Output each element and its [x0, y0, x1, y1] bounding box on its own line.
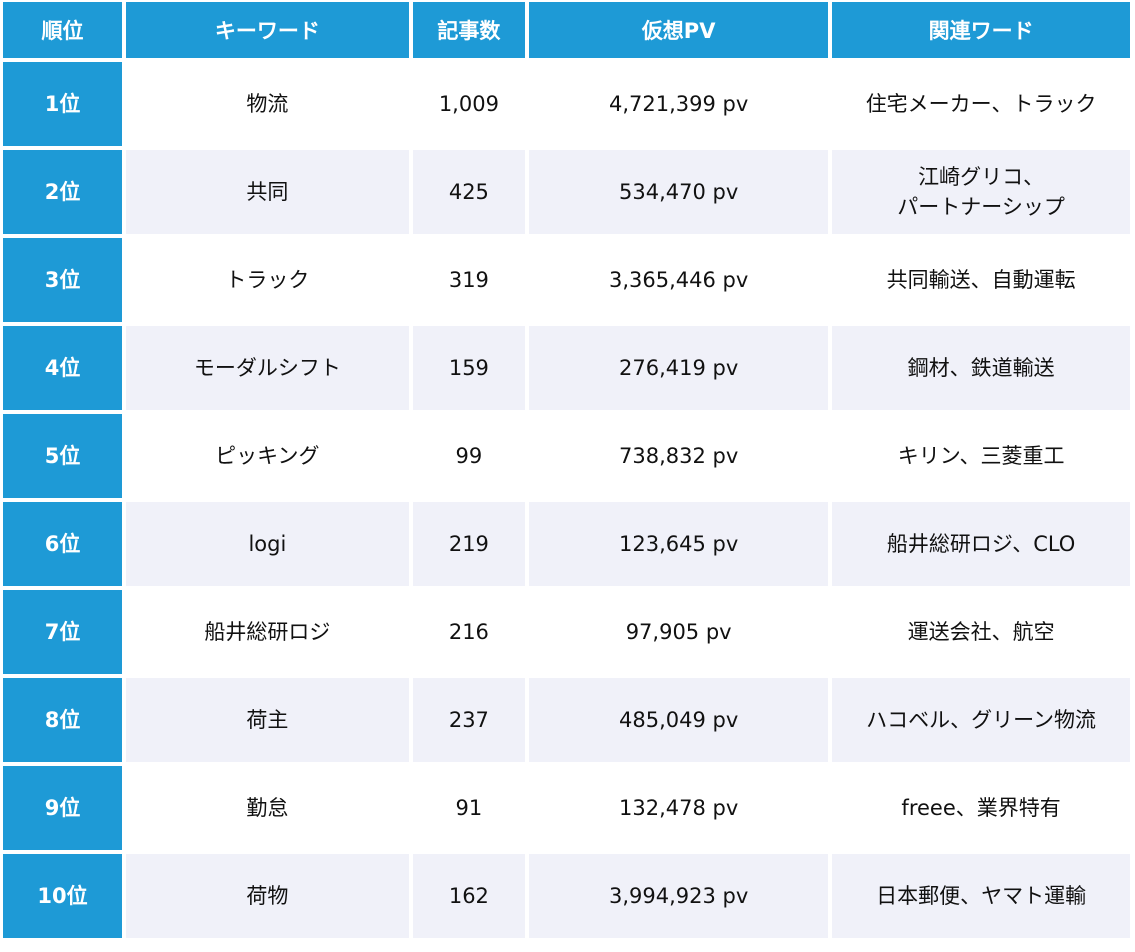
keyword-cell: 船井総研ロジ [126, 590, 409, 674]
pv-cell: 485,049 pv [529, 678, 829, 762]
article-count-cell: 425 [412, 150, 526, 234]
keyword-cell: 共同 [126, 150, 409, 234]
table-row: 9位 勤怠 91 132,478 pv freee、業界特有 [3, 766, 1130, 850]
article-count-cell: 159 [412, 326, 526, 410]
article-count-cell: 1,009 [412, 62, 526, 146]
pv-cell: 4,721,399 pv [529, 62, 829, 146]
table-row: 6位 logi 219 123,645 pv 船井総研ロジ、CLO [3, 502, 1130, 586]
keyword-cell: 勤怠 [126, 766, 409, 850]
keyword-cell: トラック [126, 238, 409, 322]
rank-cell: 9位 [3, 766, 123, 850]
keyword-cell: 荷物 [126, 854, 409, 938]
related-words-cell: 江崎グリコ、 パートナーシップ [832, 150, 1130, 234]
related-words-cell: 日本郵便、ヤマト運輸 [832, 854, 1130, 938]
related-words-cell: 船井総研ロジ、CLO [832, 502, 1130, 586]
header-related-words: 関連ワード [832, 2, 1130, 58]
rank-cell: 1位 [3, 62, 123, 146]
related-words-cell: ハコベル、グリーン物流 [832, 678, 1130, 762]
rank-cell: 5位 [3, 414, 123, 498]
header-article-count: 記事数 [412, 2, 526, 58]
table-row: 8位 荷主 237 485,049 pv ハコベル、グリーン物流 [3, 678, 1130, 762]
header-row: 順位 キーワード 記事数 仮想PV 関連ワード [3, 2, 1130, 58]
article-count-cell: 99 [412, 414, 526, 498]
article-count-cell: 216 [412, 590, 526, 674]
related-words-cell: freee、業界特有 [832, 766, 1130, 850]
pv-cell: 534,470 pv [529, 150, 829, 234]
rank-cell: 4位 [3, 326, 123, 410]
article-count-cell: 162 [412, 854, 526, 938]
table-row: 4位 モーダルシフト 159 276,419 pv 鋼材、鉄道輸送 [3, 326, 1130, 410]
related-words-cell: 住宅メーカー、トラック [832, 62, 1130, 146]
rank-cell: 6位 [3, 502, 123, 586]
keyword-cell: ピッキング [126, 414, 409, 498]
keyword-cell: モーダルシフト [126, 326, 409, 410]
pv-cell: 276,419 pv [529, 326, 829, 410]
table-row: 10位 荷物 162 3,994,923 pv 日本郵便、ヤマト運輸 [3, 854, 1130, 938]
header-virtual-pv: 仮想PV [529, 2, 829, 58]
table-row: 7位 船井総研ロジ 216 97,905 pv 運送会社、航空 [3, 590, 1130, 674]
table-row: 2位 共同 425 534,470 pv 江崎グリコ、 パートナーシップ [3, 150, 1130, 234]
rank-cell: 7位 [3, 590, 123, 674]
pv-cell: 123,645 pv [529, 502, 829, 586]
article-count-cell: 237 [412, 678, 526, 762]
pv-cell: 738,832 pv [529, 414, 829, 498]
pv-cell: 132,478 pv [529, 766, 829, 850]
pv-cell: 97,905 pv [529, 590, 829, 674]
rank-cell: 10位 [3, 854, 123, 938]
article-count-cell: 319 [412, 238, 526, 322]
table-row: 1位 物流 1,009 4,721,399 pv 住宅メーカー、トラック [3, 62, 1130, 146]
keyword-cell: logi [126, 502, 409, 586]
keyword-cell: 荷主 [126, 678, 409, 762]
pv-cell: 3,365,446 pv [529, 238, 829, 322]
article-count-cell: 91 [412, 766, 526, 850]
related-words-cell: キリン、三菱重工 [832, 414, 1130, 498]
table-row: 3位 トラック 319 3,365,446 pv 共同輸送、自動運転 [3, 238, 1130, 322]
keyword-cell: 物流 [126, 62, 409, 146]
rank-cell: 2位 [3, 150, 123, 234]
table-header: 順位 キーワード 記事数 仮想PV 関連ワード [3, 2, 1130, 58]
related-words-cell: 鋼材、鉄道輸送 [832, 326, 1130, 410]
table-body: 1位 物流 1,009 4,721,399 pv 住宅メーカー、トラック 2位 … [3, 62, 1130, 938]
rank-cell: 3位 [3, 238, 123, 322]
related-words-cell: 運送会社、航空 [832, 590, 1130, 674]
pv-cell: 3,994,923 pv [529, 854, 829, 938]
related-words-cell: 共同輸送、自動運転 [832, 238, 1130, 322]
header-rank: 順位 [3, 2, 123, 58]
header-keyword: キーワード [126, 2, 409, 58]
rank-cell: 8位 [3, 678, 123, 762]
table-row: 5位 ピッキング 99 738,832 pv キリン、三菱重工 [3, 414, 1130, 498]
article-count-cell: 219 [412, 502, 526, 586]
